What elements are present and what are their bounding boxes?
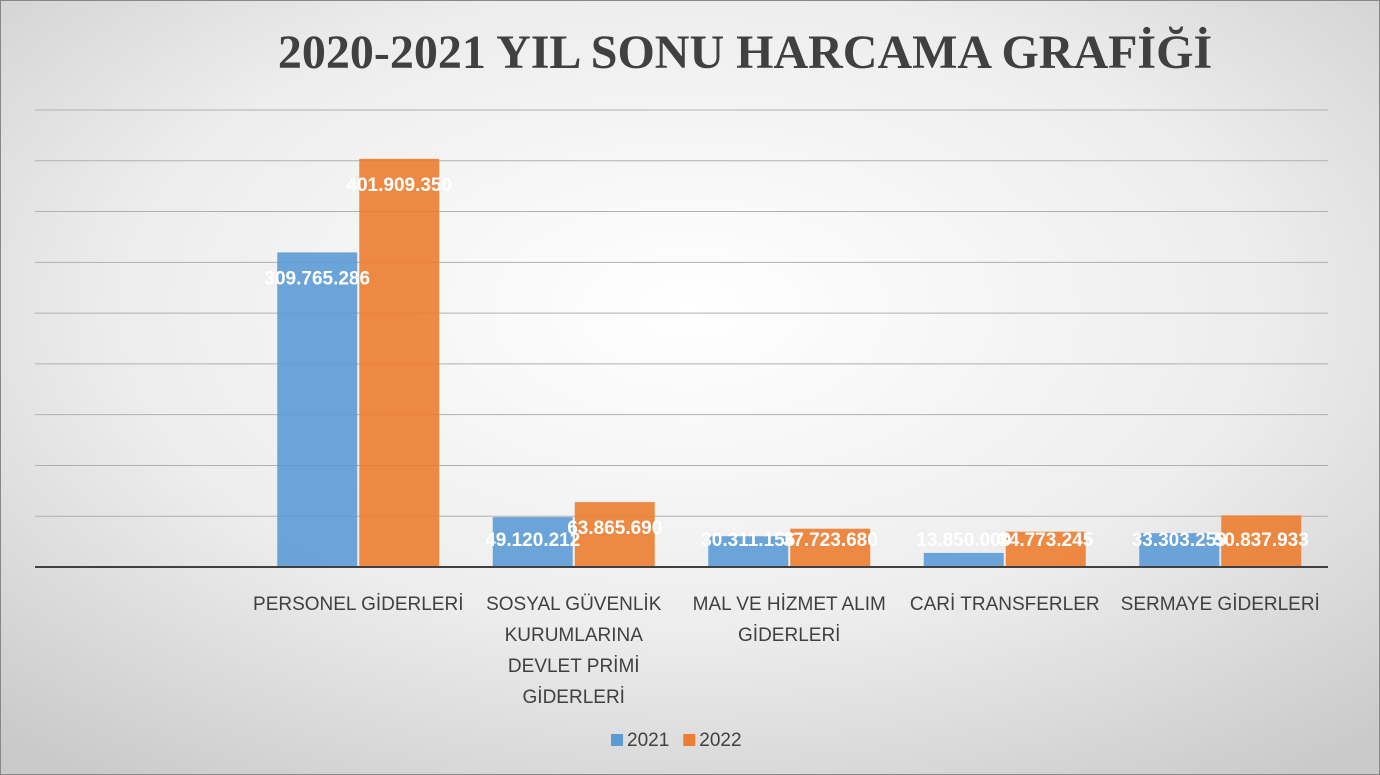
value-label: 49.120.212 (485, 530, 580, 551)
value-label: 50.837.933 (1214, 530, 1309, 551)
value-label: 401.909.350 (346, 175, 452, 196)
bar (492, 517, 573, 567)
value-label: 37.723.680 (783, 530, 878, 551)
legend-label: 2021 (627, 730, 669, 751)
legend-swatch (683, 734, 696, 746)
x-tick-label: SOSYAL GÜVENLİK KURUMLARINA DEVLET PRİMİ Gİ… (486, 594, 662, 708)
bar (277, 252, 358, 567)
bar (359, 158, 440, 567)
chart-title: 2020-2021 YIL SONU HARCAMA GRAFİĞİ (278, 25, 1212, 79)
bar (708, 536, 789, 567)
x-tick-label: PERSONEL GİDERLERİ (253, 594, 463, 615)
x-tick-label: SERMAYE GİDERLERİ (1121, 594, 1320, 615)
x-tick-label: CARİ TRANSFERLER (910, 594, 1100, 615)
bar (1221, 515, 1302, 567)
bar (1005, 531, 1086, 567)
bar (923, 552, 1004, 567)
legend-swatch (611, 734, 623, 746)
value-label: 30.311.156 (701, 530, 795, 551)
x-tick-label: MAL VE HİZMET ALIM GİDERLERİ (693, 594, 886, 646)
value-label: 34.773.245 (998, 530, 1094, 551)
value-label: 63.865.690 (567, 518, 662, 539)
bar (1139, 533, 1220, 567)
value-label: 13.850.000 (916, 530, 1011, 551)
value-label: 309.765.286 (264, 268, 370, 289)
value-label: 33.303.259 (1132, 530, 1227, 551)
bar (574, 502, 655, 567)
legend-label: 2022 (699, 730, 741, 751)
bar (790, 528, 871, 567)
